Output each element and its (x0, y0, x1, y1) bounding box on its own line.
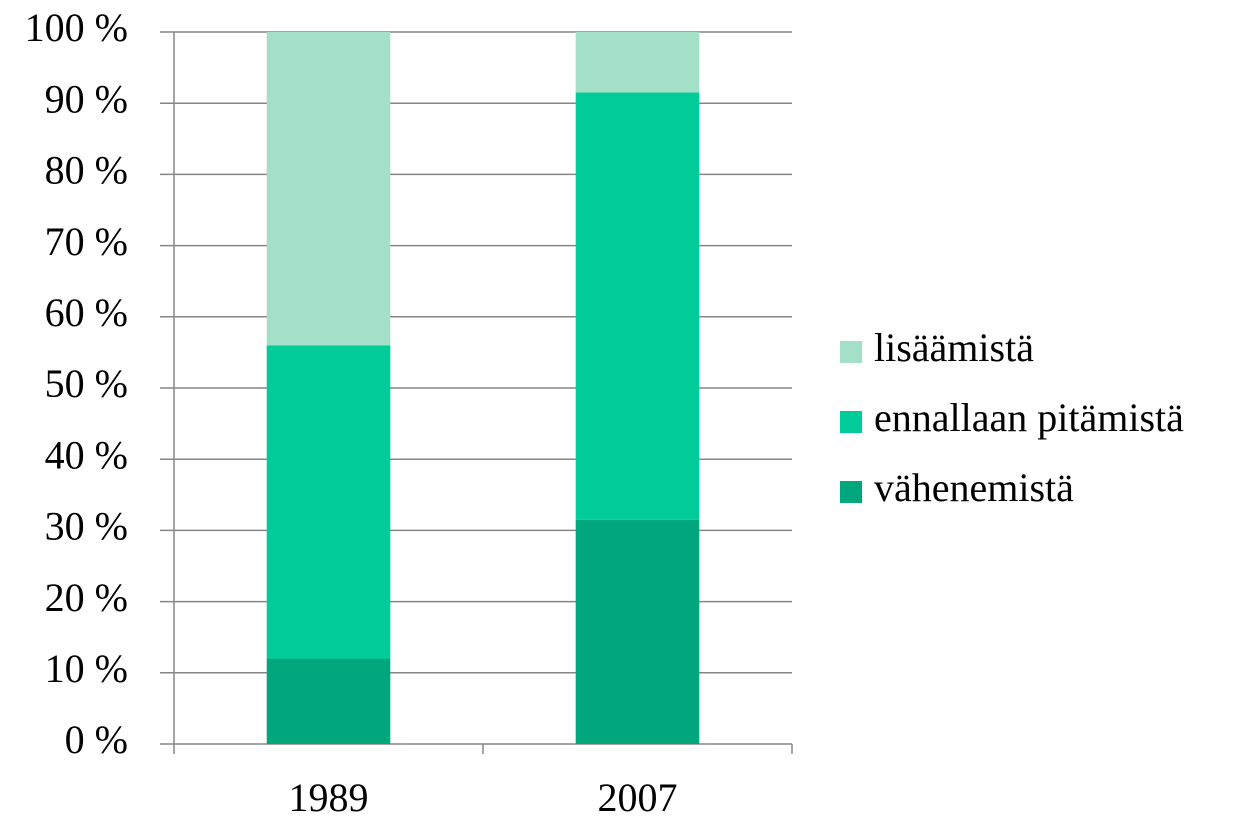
y-tick-label: 60 % (45, 290, 128, 335)
y-tick-label: 50 % (45, 361, 128, 406)
x-tick-label: 1989 (289, 775, 369, 820)
y-tick-label: 90 % (45, 76, 128, 121)
bar-segment (266, 32, 391, 346)
x-tick-label: 2007 (598, 775, 678, 820)
legend-swatch (840, 411, 862, 433)
y-tick-label: 70 % (45, 219, 128, 264)
y-tick-label: 20 % (45, 575, 128, 620)
bar-segment (575, 92, 700, 520)
y-tick-label: 30 % (45, 504, 128, 549)
y-tick-label: 0 % (65, 717, 128, 762)
bar-segment (575, 519, 700, 744)
bar-segment (266, 345, 391, 659)
y-tick-label: 10 % (45, 646, 128, 691)
bar-segment (575, 32, 700, 93)
legend-label: vähenemistä (874, 465, 1074, 510)
legend-label: ennallaan pitämistä (874, 395, 1184, 440)
y-tick-label: 100 % (25, 5, 128, 50)
y-tick-label: 40 % (45, 432, 128, 477)
legend-swatch (840, 341, 862, 363)
legend-swatch (840, 481, 862, 503)
legend-label: lisäämistä (874, 325, 1034, 370)
y-tick-label: 80 % (45, 148, 128, 193)
bar-segment (266, 658, 391, 744)
